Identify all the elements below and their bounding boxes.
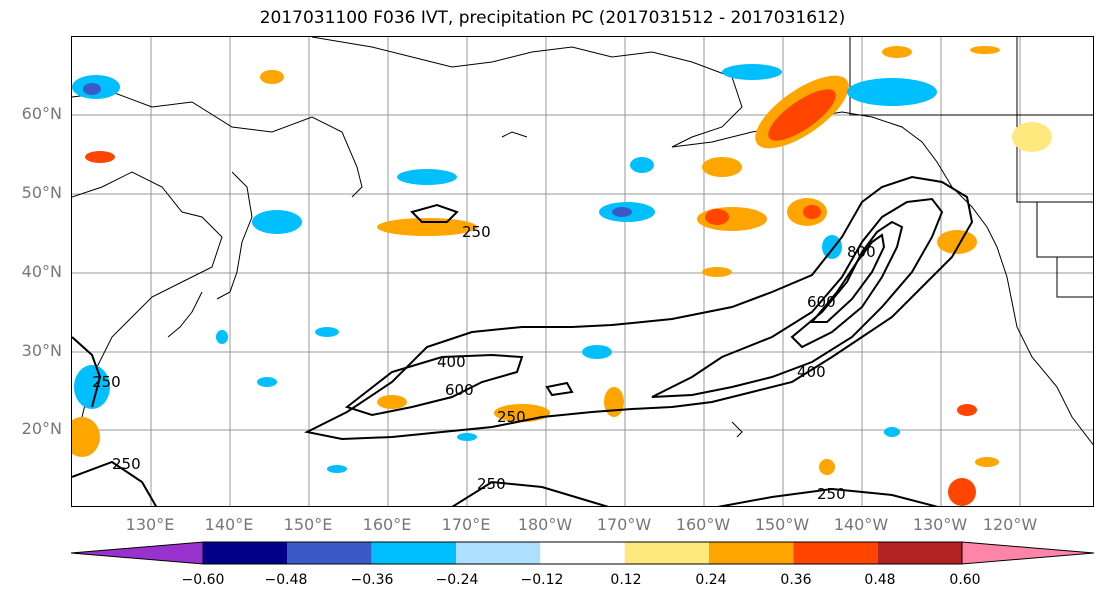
colorbar-tick: −0.24 bbox=[435, 572, 479, 588]
contour-label: 250 bbox=[477, 475, 506, 493]
contour-label: 600 bbox=[807, 293, 836, 311]
colorbar-tick: 0.60 bbox=[949, 572, 981, 588]
lon-label: 140°W bbox=[833, 515, 889, 534]
contour-labels: 250 250 250 250 250 250 400 600 400 600 … bbox=[92, 223, 876, 503]
lat-label: 50°N bbox=[21, 183, 62, 202]
colorbar-tick: −0.12 bbox=[520, 572, 564, 588]
colorbar-frame bbox=[202, 541, 963, 565]
colorbar-segment bbox=[624, 542, 709, 564]
lon-label: 160°W bbox=[675, 515, 731, 534]
political-borders bbox=[849, 37, 1093, 298]
contour-label: 250 bbox=[497, 408, 526, 426]
map-panel: 250 250 250 250 250 250 400 600 400 600 … bbox=[71, 36, 1094, 507]
colorbar-tick: 0.12 bbox=[610, 572, 642, 588]
lat-label: 40°N bbox=[21, 262, 62, 281]
colorbar-tick: −0.36 bbox=[350, 572, 394, 588]
ivt-contours bbox=[72, 175, 974, 506]
lat-label: 60°N bbox=[21, 104, 62, 123]
lon-label: 130°E bbox=[125, 515, 175, 534]
contour-label: 400 bbox=[437, 353, 466, 371]
colorbar-tick: 0.36 bbox=[780, 572, 812, 588]
colorbar-segment bbox=[371, 542, 456, 564]
lon-label: 170°W bbox=[596, 515, 652, 534]
colorbar-segment bbox=[709, 542, 794, 564]
contour-label: 250 bbox=[92, 373, 121, 391]
precip-positive-areas bbox=[72, 46, 1052, 506]
colorbar-tick: 0.24 bbox=[695, 572, 727, 588]
lon-label: 150°E bbox=[283, 515, 333, 534]
colorbar-tick: 0.48 bbox=[864, 572, 896, 588]
colorbar-tick: −0.48 bbox=[264, 572, 308, 588]
lon-label: 170°E bbox=[441, 515, 491, 534]
colorbar-tick: −0.60 bbox=[181, 572, 225, 588]
graticule bbox=[72, 37, 1093, 506]
colorbar bbox=[71, 541, 1094, 565]
contour-label: 250 bbox=[462, 223, 491, 241]
lon-label: 150°W bbox=[754, 515, 810, 534]
lon-label: 120°W bbox=[982, 515, 1038, 534]
contour-label: 250 bbox=[112, 455, 141, 473]
colorbar-segment bbox=[456, 542, 541, 564]
lat-label: 20°N bbox=[21, 419, 62, 438]
lat-label: 30°N bbox=[21, 341, 62, 360]
coastlines bbox=[72, 37, 1093, 446]
colorbar-extend-low bbox=[71, 541, 204, 565]
lon-label: 130°W bbox=[912, 515, 968, 534]
contour-label: 400 bbox=[797, 363, 826, 381]
map-title: 2017031100 F036 IVT, precipitation PC (2… bbox=[259, 8, 846, 28]
colorbar-segment bbox=[877, 542, 962, 564]
contour-label: 800 bbox=[847, 243, 876, 261]
lon-label: 180°W bbox=[517, 515, 573, 534]
precip-negative-areas bbox=[72, 64, 937, 473]
colorbar-segment bbox=[793, 542, 878, 564]
lon-label: 140°E bbox=[204, 515, 254, 534]
colorbar-segment bbox=[540, 542, 625, 564]
map-canvas: 250 250 250 250 250 250 400 600 400 600 … bbox=[72, 37, 1093, 506]
contour-label: 250 bbox=[817, 485, 846, 503]
colorbar-extend-high bbox=[961, 541, 1094, 565]
contour-label: 600 bbox=[445, 381, 474, 399]
colorbar-segment bbox=[203, 542, 288, 564]
lon-label: 160°E bbox=[362, 515, 412, 534]
colorbar-segment bbox=[287, 542, 372, 564]
